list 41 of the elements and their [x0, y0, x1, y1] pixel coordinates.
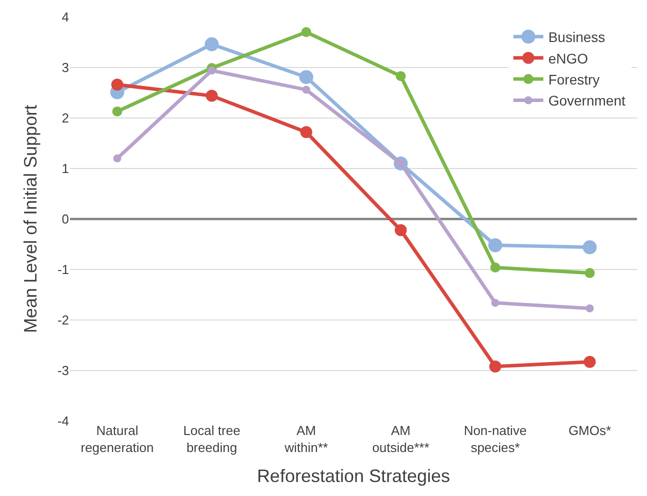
y-tick-label: 0	[62, 212, 69, 227]
point	[113, 154, 122, 162]
point	[584, 268, 595, 278]
point	[208, 66, 216, 75]
point	[111, 78, 124, 91]
x-tick-label: Natural regeneration	[80, 423, 154, 455]
point	[491, 298, 500, 307]
point	[299, 70, 314, 84]
point	[302, 86, 310, 94]
y-tick-label: -2	[57, 312, 69, 328]
x-tick-label: AM outside***	[372, 423, 430, 455]
legend-label: Forestry	[548, 72, 600, 88]
legend-label: Business	[548, 29, 606, 46]
y-tick-label: 2	[62, 110, 69, 126]
y-tick-label: -4	[57, 414, 69, 429]
point	[488, 238, 502, 252]
point	[112, 106, 122, 116]
point	[584, 356, 596, 368]
point	[582, 240, 597, 254]
point	[586, 304, 594, 312]
y-tick-label: 1	[62, 161, 69, 176]
point	[204, 37, 219, 52]
legend-label: eNGO	[548, 50, 588, 66]
y-tick-label: 3	[62, 60, 69, 76]
y-tick-label: 4	[62, 10, 69, 25]
point	[396, 71, 406, 82]
legend-label: Government	[548, 92, 626, 109]
point	[301, 27, 312, 38]
point	[394, 224, 407, 236]
point	[489, 360, 502, 372]
y-tick-label: -1	[57, 262, 69, 278]
point	[300, 126, 312, 138]
x-axis-title: Reforestation Strategies	[256, 466, 450, 486]
x-tick-label: GMOs*	[568, 423, 612, 438]
y-axis-title: Mean Level of Initial Support	[20, 104, 41, 334]
point	[490, 262, 500, 272]
x-tick-label: Local tree breeding	[183, 423, 240, 455]
y-tick-label: -3	[57, 363, 69, 378]
x-tick-label: AM within**	[284, 423, 328, 455]
x-tick-label: Non-native species*	[464, 423, 527, 455]
point	[206, 90, 218, 102]
